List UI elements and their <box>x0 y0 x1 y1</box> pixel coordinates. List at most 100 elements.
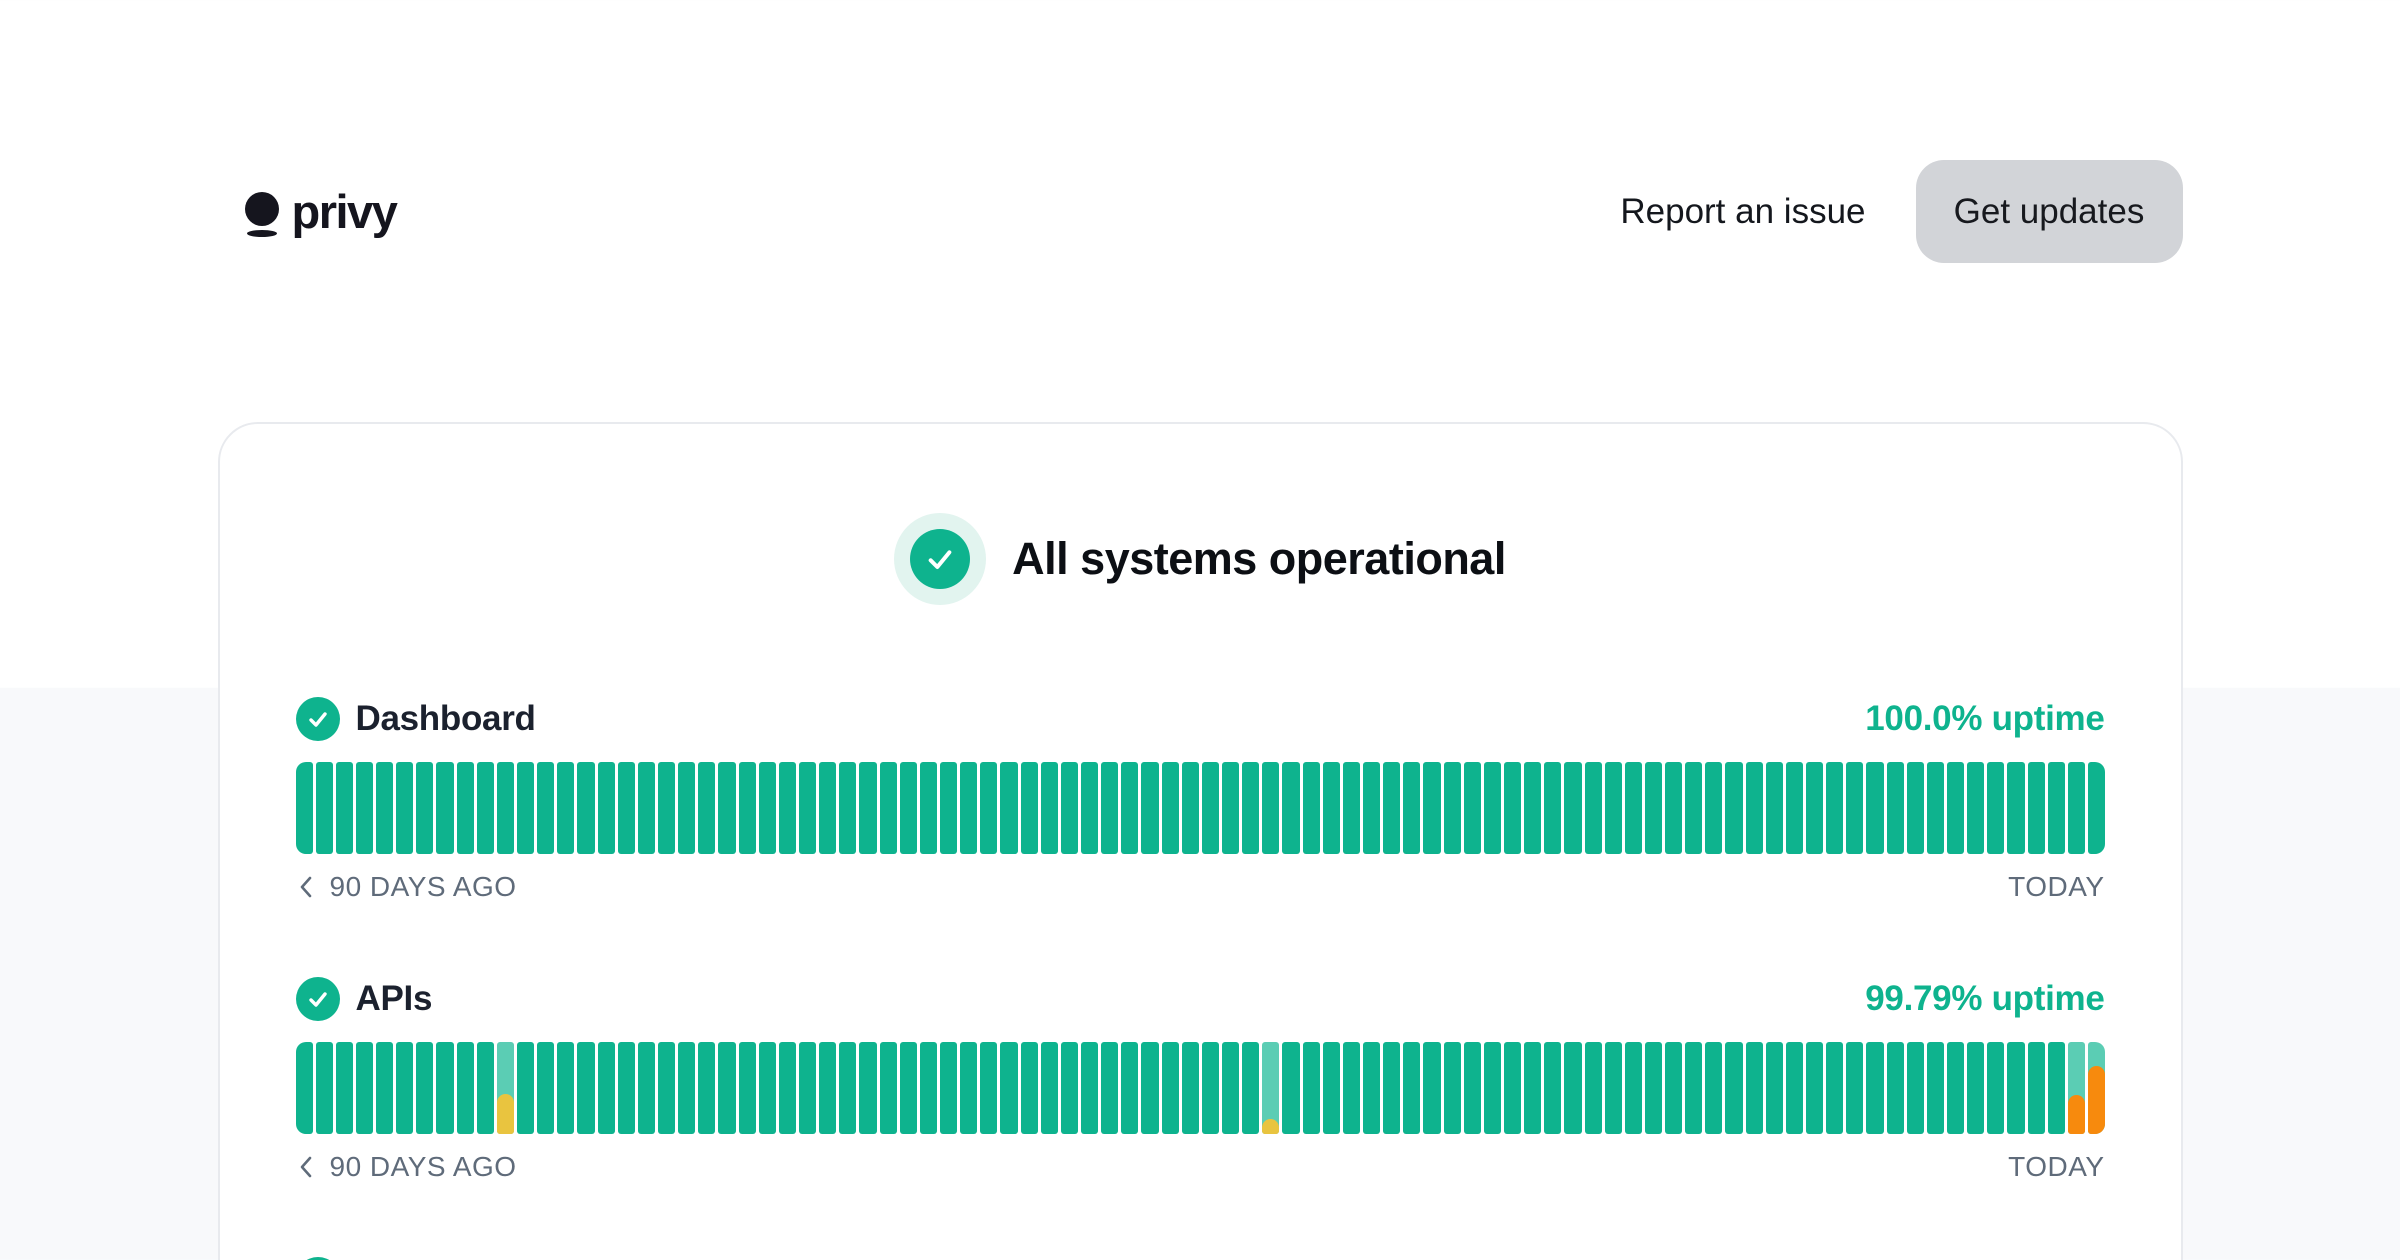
uptime-bar-day[interactable] <box>1906 762 1924 854</box>
uptime-bar-day[interactable] <box>940 762 958 854</box>
uptime-bar-day[interactable] <box>1463 762 1481 854</box>
uptime-bar-day[interactable] <box>315 762 333 854</box>
uptime-bar-day[interactable] <box>1463 1042 1481 1134</box>
uptime-bar-day[interactable] <box>1221 1042 1240 1134</box>
uptime-bar-day[interactable] <box>2047 1042 2065 1134</box>
uptime-bar-day[interactable] <box>1524 1042 1542 1134</box>
uptime-bar-day[interactable] <box>335 762 353 854</box>
uptime-bar-day[interactable] <box>1362 1042 1381 1134</box>
uptime-bar-day[interactable] <box>1121 1042 1139 1134</box>
uptime-bar-day[interactable] <box>517 762 535 854</box>
uptime-bar-day[interactable] <box>1503 1042 1522 1134</box>
privy-logo[interactable]: privy <box>218 184 398 239</box>
uptime-bar-day[interactable] <box>295 762 313 854</box>
uptime-bar-day[interactable] <box>1121 762 1139 854</box>
uptime-bar-day[interactable] <box>1060 1042 1078 1134</box>
uptime-bar-day[interactable] <box>637 1042 656 1134</box>
uptime-bar-day[interactable] <box>1886 762 1904 854</box>
uptime-bar-day[interactable] <box>637 762 656 854</box>
uptime-bar-day[interactable] <box>859 762 877 854</box>
uptime-bar-day[interactable] <box>919 762 937 854</box>
uptime-bar-day[interactable] <box>1544 762 1562 854</box>
uptime-bar-day[interactable] <box>355 762 374 854</box>
uptime-bar-day[interactable] <box>1866 1042 1884 1134</box>
uptime-bar-day[interactable] <box>738 762 756 854</box>
uptime-bar-day[interactable] <box>819 762 837 854</box>
uptime-bar-day[interactable] <box>2027 1042 2045 1134</box>
uptime-bar-day[interactable] <box>1000 762 1018 854</box>
uptime-bar-day[interactable] <box>1040 1042 1058 1134</box>
uptime-bar-day[interactable] <box>456 762 474 854</box>
uptime-bar-day[interactable] <box>1665 762 1683 854</box>
uptime-bar-day[interactable] <box>658 1042 676 1134</box>
uptime-bar-day[interactable] <box>1967 762 1985 854</box>
uptime-bar-day[interactable] <box>295 1042 313 1134</box>
uptime-bar-day[interactable] <box>2007 1042 2025 1134</box>
uptime-bar-day[interactable] <box>1443 1042 1461 1134</box>
uptime-bar-day[interactable] <box>1987 762 2005 854</box>
uptime-bar-day[interactable] <box>517 1042 535 1134</box>
uptime-bar-day[interactable] <box>960 762 978 854</box>
uptime-bar-day[interactable] <box>1967 1042 1985 1134</box>
uptime-bar-day[interactable] <box>658 762 676 854</box>
uptime-bar-day[interactable] <box>496 762 515 854</box>
uptime-bar-day[interactable] <box>919 1042 937 1134</box>
uptime-bar-day[interactable] <box>1806 762 1824 854</box>
uptime-bar-day[interactable] <box>1262 1042 1280 1134</box>
uptime-bar-day[interactable] <box>1403 1042 1421 1134</box>
uptime-bar-day[interactable] <box>1080 1042 1099 1134</box>
uptime-bar-day[interactable] <box>718 762 736 854</box>
uptime-bar-day[interactable] <box>1665 1042 1683 1134</box>
uptime-bar-day[interactable] <box>537 762 555 854</box>
uptime-bar-day[interactable] <box>1524 762 1542 854</box>
uptime-bar-day[interactable] <box>1342 762 1360 854</box>
uptime-bar-day[interactable] <box>557 762 575 854</box>
uptime-bar-day[interactable] <box>1342 1042 1360 1134</box>
uptime-bar-day[interactable] <box>1826 762 1844 854</box>
uptime-bar-day[interactable] <box>315 1042 333 1134</box>
uptime-bar-day[interactable] <box>1604 762 1622 854</box>
uptime-bar-day[interactable] <box>456 1042 474 1134</box>
uptime-bar-day[interactable] <box>1906 1042 1924 1134</box>
uptime-bar-day[interactable] <box>335 1042 353 1134</box>
uptime-bar-day[interactable] <box>1282 762 1300 854</box>
uptime-bar-day[interactable] <box>1161 1042 1179 1134</box>
uptime-bar-day[interactable] <box>1806 1042 1824 1134</box>
uptime-bar-day[interactable] <box>1745 762 1763 854</box>
uptime-bar-day[interactable] <box>1483 762 1501 854</box>
uptime-bar-day[interactable] <box>778 762 797 854</box>
uptime-bar-day[interactable] <box>1141 762 1159 854</box>
uptime-bar-day[interactable] <box>839 1042 857 1134</box>
uptime-bar-day[interactable] <box>758 1042 776 1134</box>
uptime-bar-day[interactable] <box>1101 762 1119 854</box>
uptime-bar-day[interactable] <box>1080 762 1099 854</box>
uptime-bar-day[interactable] <box>1886 1042 1904 1134</box>
uptime-bar-day[interactable] <box>355 1042 374 1134</box>
uptime-bar-day[interactable] <box>879 762 897 854</box>
uptime-bar-day[interactable] <box>1383 762 1401 854</box>
uptime-bar-day[interactable] <box>1322 762 1340 854</box>
uptime-bar-day[interactable] <box>1423 1042 1441 1134</box>
uptime-bar-day[interactable] <box>678 1042 696 1134</box>
uptime-bar-day[interactable] <box>597 762 615 854</box>
uptime-bar-day[interactable] <box>2088 1042 2106 1134</box>
uptime-bar-day[interactable] <box>1101 1042 1119 1134</box>
uptime-bar-day[interactable] <box>1020 1042 1038 1134</box>
uptime-bar-day[interactable] <box>577 762 595 854</box>
uptime-bar-day[interactable] <box>416 762 434 854</box>
uptime-bar-day[interactable] <box>1685 762 1703 854</box>
uptime-bar-day[interactable] <box>1644 1042 1663 1134</box>
uptime-bar-day[interactable] <box>1201 1042 1219 1134</box>
uptime-bar-day[interactable] <box>577 1042 595 1134</box>
uptime-bar-day[interactable] <box>1141 1042 1159 1134</box>
uptime-bar-day[interactable] <box>436 762 454 854</box>
uptime-bar-day[interactable] <box>1423 762 1441 854</box>
uptime-bar-day[interactable] <box>476 1042 494 1134</box>
uptime-bar-day[interactable] <box>940 1042 958 1134</box>
uptime-bar-day[interactable] <box>1705 762 1723 854</box>
uptime-bar-day[interactable] <box>1604 1042 1622 1134</box>
uptime-bar-day[interactable] <box>2007 762 2025 854</box>
uptime-bar-day[interactable] <box>1383 1042 1401 1134</box>
uptime-bar-day[interactable] <box>799 1042 817 1134</box>
uptime-bar-day[interactable] <box>879 1042 897 1134</box>
